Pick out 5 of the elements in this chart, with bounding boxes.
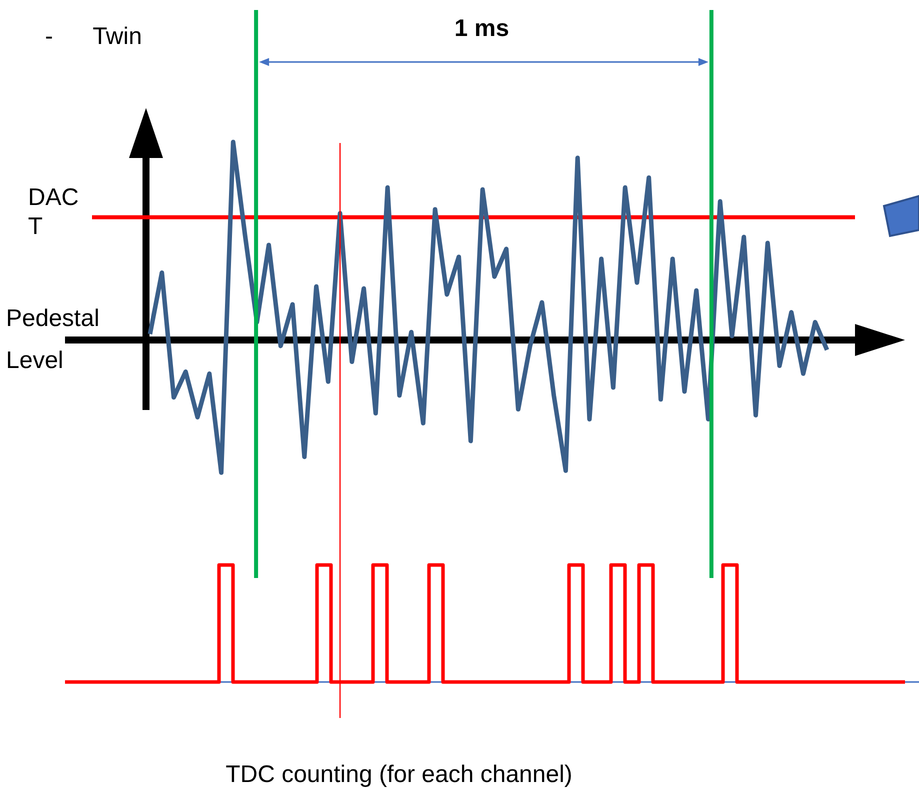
- text: Pedestal Level: [6, 305, 100, 374]
- text: - Twin: [45, 23, 142, 50]
- text: 1 ms: [454, 15, 510, 42]
- x-axis-title: TDC counting (for each channel): [226, 761, 572, 788]
- ref-line-label: DAC T: [28, 184, 79, 240]
